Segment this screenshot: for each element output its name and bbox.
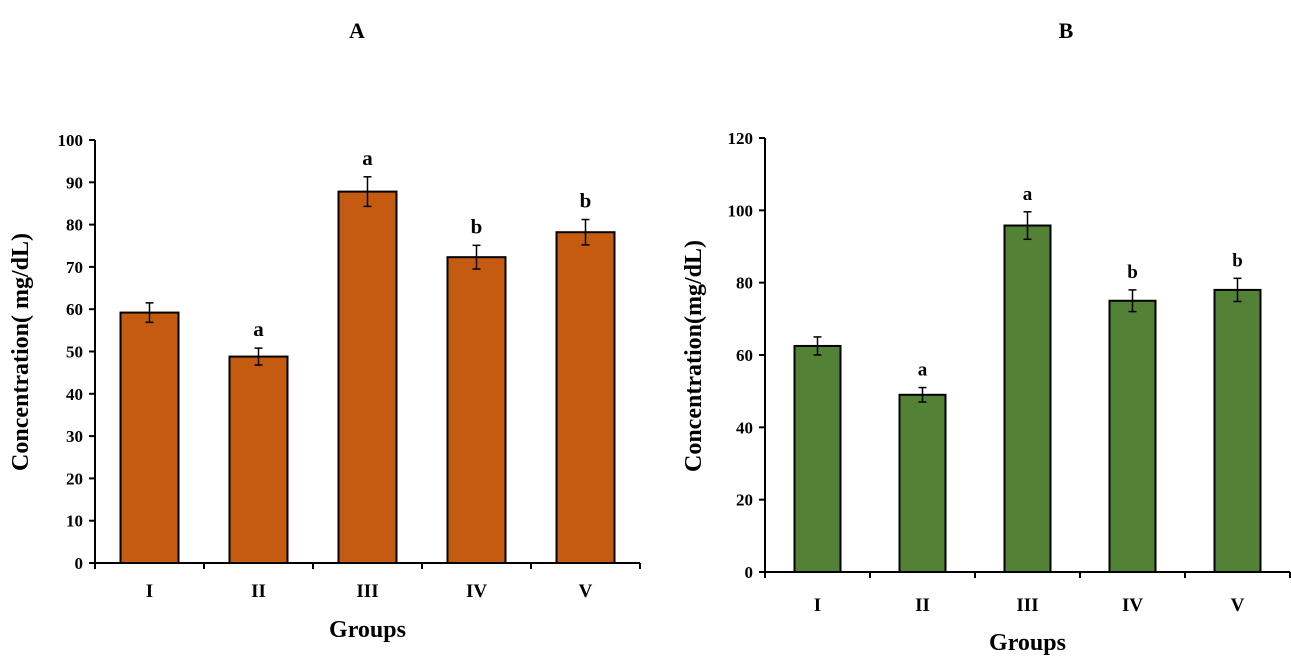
chart-a-bar: [337, 190, 398, 565]
chart-b-bar: [793, 344, 842, 574]
chart-a-category-label: IV: [466, 581, 487, 602]
chart-b-category-label: V: [1231, 595, 1245, 616]
chart-a-y-tick-label: 0: [75, 554, 84, 573]
chart-a-y-tick-label: 10: [66, 512, 83, 531]
chart-b-category-label: III: [1016, 595, 1038, 616]
chart-a-y-tick-label: 50: [66, 343, 83, 362]
chart-a-y-tick-label: 80: [66, 216, 83, 235]
chart-panel-a: A 0 10 20 30 40 50 60 70 80 90 100 Ia II a III b IV b V Grou…: [8, 18, 641, 643]
chart-b-category-label: II: [915, 595, 930, 616]
chart-a-significance-label: b: [580, 189, 592, 213]
chart-b-panel-letter: B: [1059, 18, 1074, 43]
chart-b-bar: [898, 393, 947, 573]
chart-b-bar: [1108, 299, 1157, 573]
chart-a-bar: [446, 256, 507, 564]
chart-b-x-axis-title: Groups: [989, 630, 1066, 656]
chart-a-bar: [119, 311, 180, 565]
chart-a-y-tick-label: 100: [58, 131, 84, 150]
chart-b-category-label: IV: [1122, 595, 1143, 616]
chart-b-significance-label: b: [1232, 250, 1243, 271]
chart-b-bar: [1213, 288, 1262, 573]
chart-a-bar: [555, 231, 616, 565]
chart-a-y-tick-label: 60: [66, 300, 83, 319]
chart-b-y-tick-label: 20: [736, 491, 753, 510]
chart-b-y-tick-label: 40: [736, 418, 753, 437]
chart-b-bar: [1003, 224, 1052, 573]
chart-a-panel-letter: A: [349, 18, 365, 43]
chart-panel-b: B 0 20 40 60 80 100 120 Ia II a III b IV b V Groups Conce…: [681, 18, 1291, 656]
chart-b-y-tick-label: 80: [736, 274, 753, 293]
chart-b-y-tick-label: 100: [728, 201, 754, 220]
chart-a-y-tick-label: 30: [66, 427, 83, 446]
chart-a-y-tick-label: 70: [66, 258, 83, 277]
chart-b-significance-label: a: [918, 360, 928, 381]
chart-a-category-label: I: [146, 581, 153, 602]
chart-a-category-label: V: [579, 581, 593, 602]
chart-b-y-axis-title: Concentration(mg/dL): [681, 240, 707, 472]
chart-b-category-label: I: [814, 595, 821, 616]
chart-b-y-tick-label: 0: [745, 563, 754, 582]
chart-a-significance-label: a: [362, 146, 373, 170]
chart-a-x-axis-title: Groups: [329, 617, 406, 643]
chart-a-y-axis-title: Concentration( mg/dL): [8, 233, 34, 471]
chart-a-y-tick-label: 90: [66, 173, 83, 192]
chart-a-category-label: II: [251, 581, 266, 602]
chart-a-y-tick-label: 20: [66, 469, 83, 488]
chart-b-y-tick-label: 60: [736, 346, 753, 365]
chart-a-y-tick-label: 40: [66, 385, 83, 404]
chart-b-y-tick-label: 120: [728, 129, 754, 148]
chart-a-significance-label: a: [253, 317, 264, 341]
chart-a-significance-label: b: [471, 214, 483, 238]
chart-a-category-label: III: [356, 581, 378, 602]
chart-b-significance-label: a: [1023, 184, 1033, 205]
chart-a-bar: [228, 355, 289, 564]
chart-b-significance-label: b: [1127, 262, 1138, 283]
